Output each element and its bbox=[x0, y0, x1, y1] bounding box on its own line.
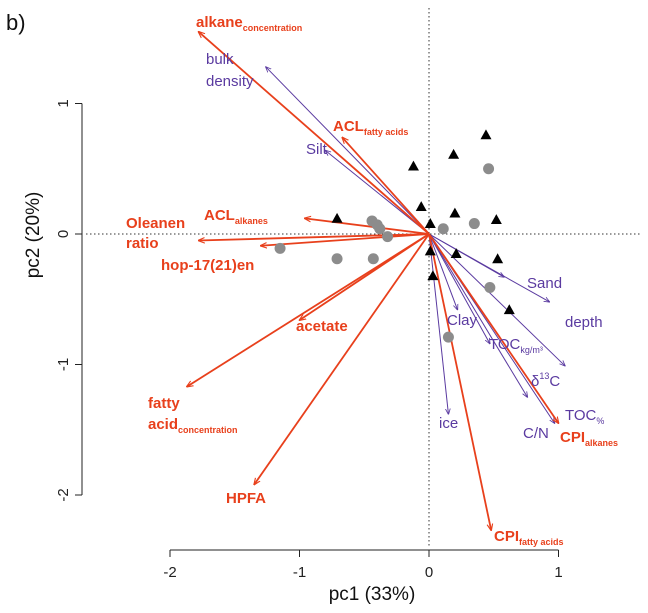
x-tick-label: -2 bbox=[163, 564, 176, 581]
y-tick-label: 1 bbox=[55, 99, 72, 107]
x-tick-label: 0 bbox=[425, 564, 433, 581]
label-sand: Sand bbox=[527, 275, 562, 292]
label-acid-concentration: acidconcentration bbox=[148, 416, 238, 435]
label-oleanen: Oleanen bbox=[126, 215, 185, 232]
label-clay: Clay bbox=[447, 312, 478, 329]
label-ice: ice bbox=[439, 415, 458, 432]
label-alkane-concentration: alkaneconcentration bbox=[196, 14, 302, 33]
circle-point bbox=[374, 223, 386, 235]
purple-arrow bbox=[428, 233, 565, 366]
purple-arrow bbox=[428, 233, 457, 310]
label-hpfa: HPFA bbox=[226, 490, 266, 507]
circle-point bbox=[331, 253, 343, 265]
purple-arrow bbox=[266, 67, 430, 235]
x-tick-label: -1 bbox=[293, 564, 306, 581]
label-toc-percent: TOC% bbox=[565, 407, 604, 426]
sample-points bbox=[274, 129, 515, 343]
label-c-n: C/N bbox=[523, 425, 549, 442]
circle-point bbox=[274, 242, 286, 254]
x-tick-label: 1 bbox=[554, 564, 562, 581]
circle-point bbox=[437, 223, 449, 235]
circle-point bbox=[484, 282, 496, 294]
red-labels: alkaneconcentration ACLfatty acids ACLal… bbox=[126, 14, 618, 547]
triangle-point bbox=[450, 248, 462, 258]
red-loading-arrows bbox=[187, 32, 559, 531]
triangle-point bbox=[492, 253, 504, 264]
purple-labels: bulk density Silt Sand depth Clay TOCkg/… bbox=[206, 51, 604, 442]
circle-point bbox=[483, 163, 495, 175]
label-depth: depth bbox=[565, 314, 603, 331]
purple-arrow bbox=[428, 233, 504, 277]
label-toc-kg-m3: TOCkg/m³ bbox=[489, 336, 543, 355]
triangle-point bbox=[424, 218, 436, 228]
label-fatty: fatty bbox=[148, 395, 180, 412]
red-arrow bbox=[428, 233, 559, 423]
axes: -2 -1 0 1 1 0 -1 -2 bbox=[55, 99, 563, 581]
circle-point bbox=[367, 253, 379, 265]
purple-arrow bbox=[428, 233, 490, 344]
label-silt: Silt bbox=[306, 141, 328, 158]
y-axis-title: pc2 (20%) bbox=[23, 192, 44, 279]
circle-point bbox=[442, 331, 454, 343]
red-arrow bbox=[342, 137, 430, 235]
label-acl-alkanes: ACLalkanes bbox=[204, 207, 268, 226]
red-arrow bbox=[254, 233, 430, 485]
triangle-point bbox=[427, 270, 439, 281]
purple-arrow bbox=[325, 150, 430, 235]
y-tick-label: 0 bbox=[55, 230, 72, 238]
red-arrow bbox=[428, 233, 491, 530]
label-hop-17-21-en: hop-17(21)en bbox=[161, 257, 254, 274]
triangle-point bbox=[490, 214, 502, 225]
purple-loading-arrows bbox=[266, 67, 565, 423]
purple-arrow bbox=[428, 233, 448, 414]
label-bulk: bulk bbox=[206, 51, 234, 68]
triangle-point bbox=[448, 148, 460, 159]
red-arrow bbox=[305, 218, 430, 235]
triangle-point bbox=[331, 212, 343, 223]
triangle-point bbox=[407, 160, 419, 171]
label-cpi-alkanes: CPIalkanes bbox=[560, 429, 618, 448]
y-tick-label: -2 bbox=[55, 488, 72, 501]
y-tick-label: -1 bbox=[55, 358, 72, 371]
triangle-point bbox=[503, 304, 515, 315]
red-arrow bbox=[198, 32, 430, 235]
triangle-point bbox=[424, 245, 436, 256]
panel-label: b) bbox=[6, 10, 26, 35]
triangle-point bbox=[480, 129, 492, 140]
circle-point bbox=[382, 231, 394, 243]
red-arrow bbox=[261, 233, 430, 246]
label-delta-13c: δ13C bbox=[531, 371, 560, 390]
red-arrow bbox=[187, 233, 430, 387]
triangle-point bbox=[449, 207, 461, 218]
triangle-point bbox=[415, 201, 427, 211]
label-density: density bbox=[206, 73, 254, 90]
label-acl-fatty-acids: ACLfatty acids bbox=[333, 118, 408, 137]
reference-lines bbox=[86, 8, 640, 548]
label-cpi-fatty-acids: CPIfatty acids bbox=[494, 528, 564, 547]
x-axis-title: pc1 (33%) bbox=[329, 584, 416, 605]
circle-point bbox=[468, 218, 480, 230]
label-ratio: ratio bbox=[126, 235, 159, 252]
label-acetate: acetate bbox=[296, 318, 348, 335]
purple-arrow bbox=[428, 233, 527, 397]
